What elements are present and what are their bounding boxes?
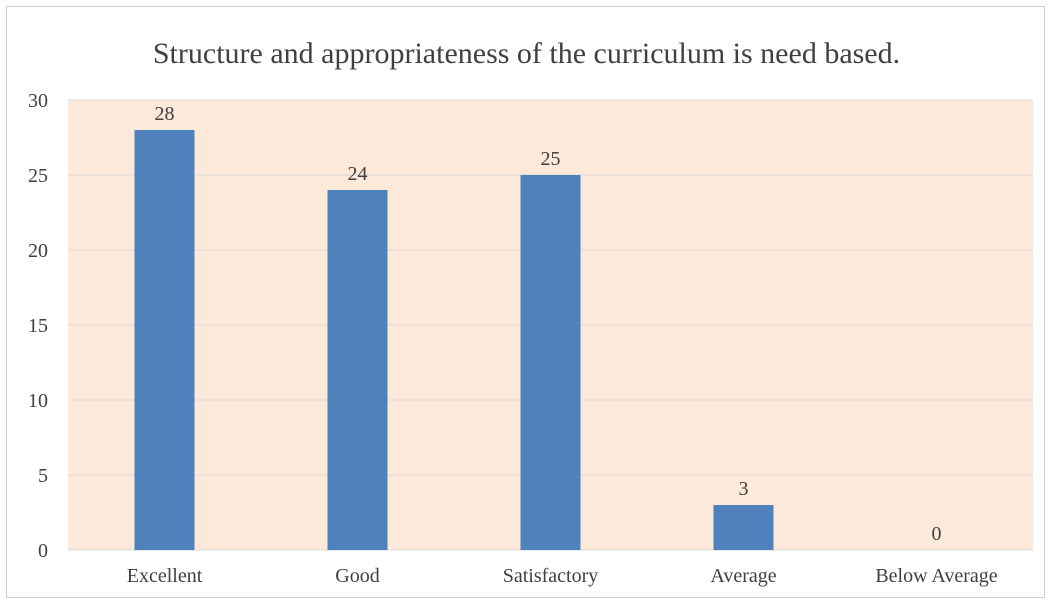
x-tick-label: Below Average xyxy=(875,565,997,587)
y-tick-label: 5 xyxy=(38,465,48,487)
bar xyxy=(327,190,388,550)
x-tick-label: Excellent xyxy=(127,565,203,587)
data-label: 28 xyxy=(155,103,175,125)
x-tick-label: Average xyxy=(710,565,776,587)
y-tick-label: 10 xyxy=(28,390,48,412)
data-label: 3 xyxy=(739,478,749,500)
data-labels: 28 24 25 3 0 xyxy=(155,103,942,545)
data-label: 25 xyxy=(541,148,561,170)
bar xyxy=(520,175,581,550)
bars xyxy=(134,130,774,550)
y-tick-label: 30 xyxy=(28,90,48,112)
data-label: 0 xyxy=(932,523,942,545)
bar xyxy=(713,505,774,550)
y-tick-label: 0 xyxy=(38,540,48,562)
x-tick-label: Good xyxy=(335,565,379,587)
bar xyxy=(134,130,195,550)
data-label: 24 xyxy=(348,163,368,185)
y-tick-label: 20 xyxy=(28,240,48,262)
chart-title: Structure and appropriateness of the cur… xyxy=(152,37,901,70)
x-tick-label: Satisfactory xyxy=(503,565,599,587)
x-axis: Excellent Good Satisfactory Average Below Av… xyxy=(127,565,998,587)
y-axis: 0 5 10 15 20 25 30 xyxy=(28,90,48,562)
y-tick-label: 15 xyxy=(28,315,48,337)
y-tick-label: 25 xyxy=(28,165,48,187)
